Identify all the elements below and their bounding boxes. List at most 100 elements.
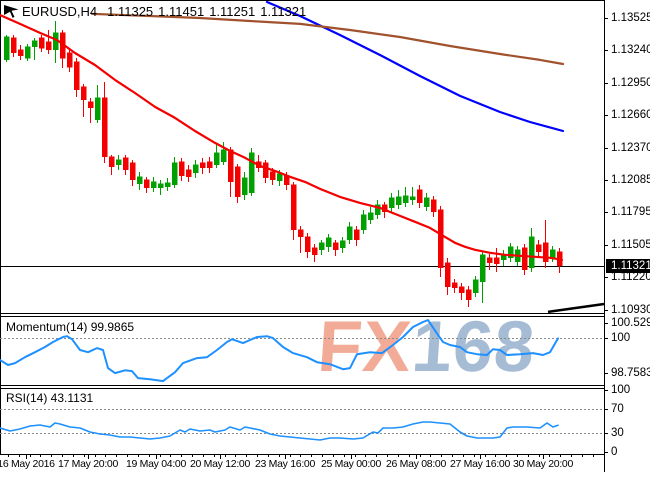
candle-body (45, 41, 52, 51)
candle-body (465, 289, 472, 301)
candle-body (143, 179, 150, 189)
candle-body (199, 162, 206, 169)
time-axis-label: 27 May 16:00 (449, 458, 511, 470)
price-axis-label: 1.13240 (611, 43, 650, 56)
candle-body (157, 183, 164, 189)
candle-body (332, 242, 339, 251)
candle-body (17, 49, 24, 57)
candle-body (346, 226, 353, 241)
candle-body (388, 197, 395, 209)
time-axis-label: 26 May 08:00 (385, 458, 447, 470)
candle-body (227, 149, 234, 183)
price-axis-label: 1.12660 (611, 109, 650, 122)
candle-body (367, 212, 374, 221)
price-axis-label: 1.12950 (611, 76, 650, 89)
candle-body (80, 86, 87, 101)
candle-body (66, 52, 73, 68)
price-axis-label: 1.13525 (611, 11, 650, 24)
candle-body (3, 36, 10, 61)
time-axis-label: 23 May 16:00 (254, 458, 316, 470)
candle-body (402, 195, 409, 204)
candle-body (458, 286, 465, 294)
candle-body (528, 236, 535, 269)
indicator-axis-label: 100 (611, 384, 631, 396)
price-axis-label: 1.11220 (611, 271, 650, 283)
candle-body (234, 166, 241, 198)
candle-body (220, 149, 227, 163)
current-price-tag: 1.11321 (606, 258, 650, 273)
trendline-object (547, 302, 605, 314)
candle-body (262, 162, 269, 179)
candle-body (150, 181, 157, 189)
candle-body (129, 162, 136, 181)
candle-body (38, 37, 45, 49)
candle-body (423, 197, 430, 208)
indicator-axis-label: 100 (611, 332, 631, 345)
price-axis-label: 1.11795 (611, 206, 650, 219)
candle-body (549, 249, 556, 259)
momentum-line (0, 319, 559, 383)
candle-body (136, 176, 143, 185)
candle-body (10, 37, 17, 54)
candle-body (101, 97, 108, 158)
candle-body (290, 184, 297, 231)
price-axis-label: 1.11505 (611, 238, 650, 251)
rsi-line (0, 421, 559, 441)
candle-body (437, 209, 444, 269)
candle-body (521, 247, 528, 271)
candle-body (451, 282, 458, 289)
time-axis-label: 20 May 12:00 (189, 458, 251, 470)
candle-body (115, 159, 122, 166)
ma-fast-red-line (0, 13, 564, 261)
candle-body (325, 237, 332, 248)
indicator-axis-label: 30 (611, 427, 624, 440)
time-axis-label: 17 May 20:00 (57, 458, 119, 470)
candle-body (430, 199, 437, 213)
candle-body (185, 169, 192, 178)
candle-body (241, 177, 248, 196)
candle-body (178, 161, 185, 177)
candle-body (192, 164, 199, 174)
candle-body (171, 162, 178, 186)
mouse-cursor-icon (4, 5, 19, 18)
indicator-axis-label: 100.5293 (611, 317, 650, 330)
candle-body (24, 46, 31, 59)
candle-body (94, 97, 101, 121)
ma-slow-brown-line (90, 12, 565, 66)
candle-body (248, 152, 255, 194)
candle-body (297, 229, 304, 238)
candle-body (87, 101, 94, 109)
candle-body (535, 244, 542, 253)
candle-body (122, 157, 129, 171)
candle-body (311, 247, 318, 256)
indicator-axis-label: 0 (611, 446, 618, 458)
candle-body (276, 173, 283, 182)
indicator-axis-label: 98.7583 (611, 366, 650, 379)
price-axis-label: 1.12085 (611, 173, 650, 186)
candle-body (339, 240, 346, 249)
candle-body (206, 161, 213, 169)
candle-body (213, 152, 220, 166)
candle-body (486, 257, 493, 264)
candle-body (374, 204, 381, 216)
candle-body (304, 236, 311, 253)
candle-body (493, 257, 500, 265)
candle-body (31, 40, 38, 48)
candle-body (542, 242, 549, 263)
candle-body (353, 229, 360, 241)
indicator-axis-label: 70 (611, 402, 624, 415)
time-axis-label: 16 May 2016 (0, 458, 55, 470)
candle-body (360, 214, 367, 231)
candle-body (444, 262, 451, 288)
time-axis-label: 19 May 04:00 (125, 458, 187, 470)
candle-body (479, 254, 486, 283)
candle-body (108, 156, 115, 168)
price-axis-label: 1.12370 (611, 141, 650, 154)
candle-body (416, 189, 423, 204)
candle-body (269, 171, 276, 181)
candle-body (73, 61, 80, 91)
candle-body (472, 279, 479, 294)
candle-body (395, 196, 402, 206)
